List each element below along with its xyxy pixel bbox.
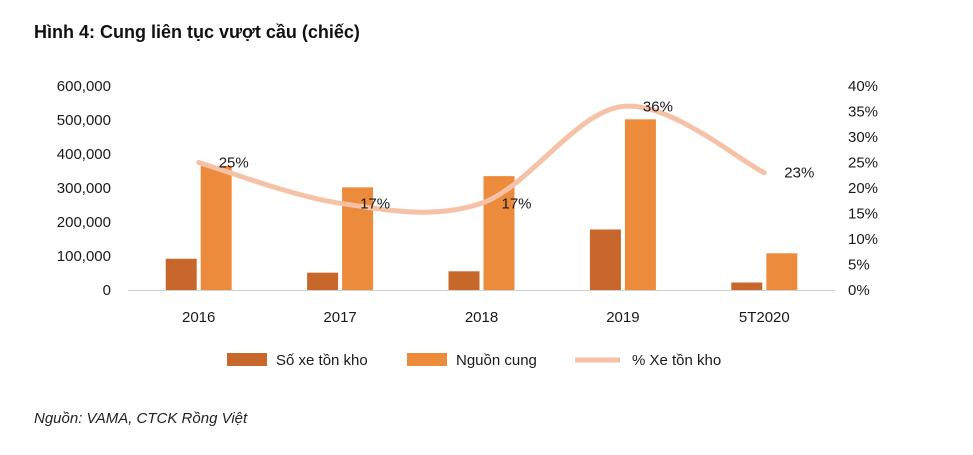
x-axis: 2016 2017 2018 2019 5T2020 [128, 290, 835, 326]
combo-chart: 25% 17% 17% 36% 23% 0 100,000 200,000 300,000 40… [57, 78, 878, 369]
y-left-tick-label: 100,000 [57, 248, 111, 265]
pct-data-label: 25% [219, 155, 249, 172]
legend-swatch-supply [407, 353, 447, 366]
y-left-tick-label: 0 [103, 282, 111, 299]
pct-data-label: 23% [784, 165, 814, 182]
y-right-tick-label: 25% [848, 155, 878, 172]
pct-line [196, 103, 767, 215]
legend-label-inventory: Số xe tồn kho [276, 352, 368, 369]
source-note: Nguồn: VAMA, CTCK Rồng Việt [34, 410, 248, 427]
y-right-tick-label: 15% [848, 206, 878, 223]
y-left-tick-label: 500,000 [57, 112, 111, 129]
y-axis-left: 0 100,000 200,000 300,000 400,000 500,000 600,… [57, 78, 111, 299]
x-tick-label: 2018 [465, 309, 498, 326]
legend: Số xe tồn kho Nguồn cung % Xe tồn kho [227, 352, 721, 369]
pct-data-label: 36% [643, 98, 673, 115]
bar-inventory [307, 272, 339, 290]
x-tick-label: 2017 [323, 309, 356, 326]
x-tick-label: 2016 [182, 309, 215, 326]
y-right-tick-label: 0% [848, 282, 870, 299]
y-right-tick-label: 10% [848, 231, 878, 248]
y-left-tick-label: 600,000 [57, 78, 111, 95]
x-tick-label: 2019 [606, 309, 639, 326]
y-right-tick-label: 40% [848, 78, 878, 95]
bar-inventory [448, 271, 480, 290]
bars-layer [165, 119, 798, 290]
y-left-tick-label: 200,000 [57, 214, 111, 231]
bar-inventory [731, 282, 763, 290]
bar-inventory [589, 229, 621, 290]
line-layer: 25% 17% 17% 36% 23% [196, 98, 814, 215]
y-right-tick-label: 5% [848, 257, 870, 274]
bar-supply [200, 165, 232, 290]
bar-supply [624, 119, 656, 290]
y-left-tick-label: 300,000 [57, 180, 111, 197]
y-right-tick-label: 35% [848, 104, 878, 121]
y-right-tick-label: 20% [848, 180, 878, 197]
pct-data-label: 17% [502, 195, 532, 212]
legend-label-pct: % Xe tồn kho [632, 352, 721, 369]
pct-data-label: 17% [360, 195, 390, 212]
y-left-tick-label: 400,000 [57, 146, 111, 163]
bar-inventory [165, 258, 197, 290]
y-right-tick-label: 30% [848, 129, 878, 146]
legend-label-supply: Nguồn cung [456, 352, 537, 369]
bar-supply [766, 253, 798, 290]
y-axis-right: 0% 5% 10% 15% 20% 25% 30% 35% 40% [848, 78, 878, 299]
legend-swatch-inventory [227, 353, 267, 366]
chart-title: Hình 4: Cung liên tục vượt cầu (chiếc) [34, 22, 360, 42]
x-tick-label: 5T2020 [739, 309, 790, 326]
